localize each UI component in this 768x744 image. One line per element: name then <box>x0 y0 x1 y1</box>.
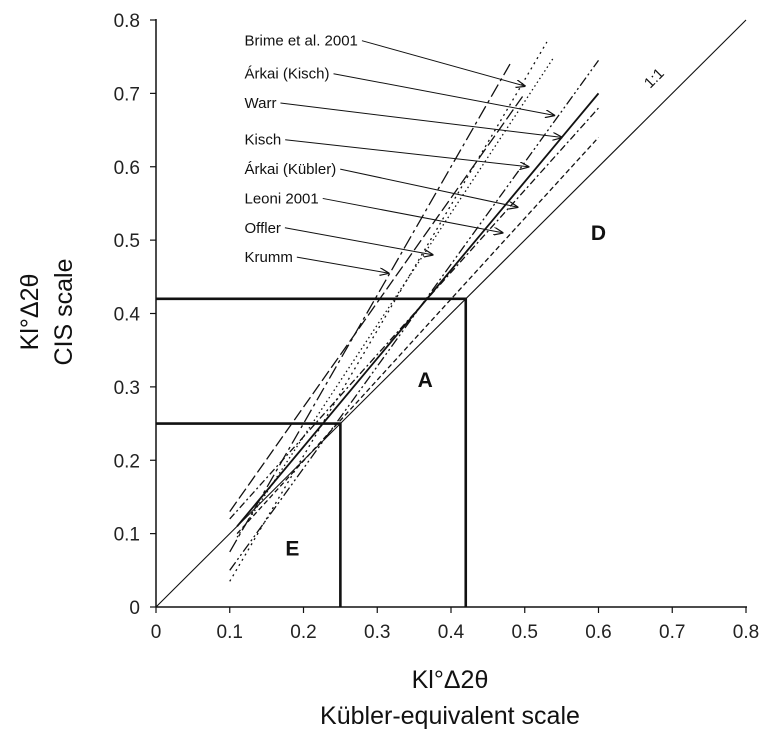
y-tick-label: 0.7 <box>114 84 140 105</box>
series-label: Brime et al. 2001 <box>245 33 358 50</box>
region-label: A <box>418 369 433 392</box>
x-tick-label: 0.7 <box>659 622 685 643</box>
y-tick-label: 0.1 <box>114 525 140 546</box>
y-tick-label: 0 <box>129 598 140 619</box>
y-tick-label: 0.3 <box>114 378 140 399</box>
x-axis-title-line1: Kl°Δ2θ <box>412 666 489 694</box>
y-tick-label: 0.5 <box>114 231 140 252</box>
x-tick-label: 0.4 <box>438 622 465 643</box>
x-tick-label: 0.8 <box>733 622 759 643</box>
series-label: Árkai (Kübler) <box>245 161 337 178</box>
zone-boundary-0 <box>156 297 468 607</box>
series-arrow <box>340 168 517 207</box>
series-line <box>229 93 526 512</box>
y-axis-title-line1: Kl°Δ2θ <box>16 274 44 351</box>
series-line <box>229 107 599 520</box>
y-axis-title-line2: CIS scale <box>50 259 78 366</box>
series-arrow <box>333 73 555 116</box>
series-arrow <box>285 139 528 167</box>
series-label: Offler <box>245 220 281 237</box>
series-label: Leoni 2001 <box>245 190 319 207</box>
series-arrow <box>280 102 561 137</box>
one-to-one-label: 1:1 <box>641 65 668 92</box>
y-tick-label: 0.8 <box>114 11 140 32</box>
y-tick-label: 0.4 <box>114 305 141 326</box>
zone-boundary-1 <box>156 422 342 607</box>
y-tick-label: 0.2 <box>114 451 140 472</box>
x-tick-label: 0.5 <box>512 622 538 643</box>
series-line <box>229 59 600 571</box>
region-label: E <box>285 538 299 561</box>
series-arrow <box>361 40 525 86</box>
series-label: Kisch <box>245 132 282 149</box>
x-tick-label: 0.1 <box>217 622 243 643</box>
y-tick-label: 0.6 <box>114 158 140 179</box>
series-arrow <box>284 227 433 255</box>
x-tick-label: 0.2 <box>290 622 316 643</box>
series-label: Árkai (Kisch) <box>245 66 330 83</box>
plot-area: 1:1 Brime et al. 2001 Árkai (Kisch) Warr Kis… <box>155 19 747 608</box>
series-arrow <box>296 256 388 273</box>
axis-titles: Kl°Δ2θ Kübler-equivalent scale Kl°Δ2θ CI… <box>16 259 580 730</box>
x-axis-title-line2: Kübler-equivalent scale <box>320 702 580 730</box>
series-label: Warr <box>245 95 277 112</box>
x-tick-label: 0 <box>151 622 162 643</box>
series-line <box>229 63 511 553</box>
axes: 0 0.1 0.2 0.3 0.4 0.5 0.6 0.7 0.8 0 0.1 0.2 0.3 0.4 0.… <box>114 11 760 643</box>
series-label: Krumm <box>245 249 293 266</box>
x-tick-label: 0.6 <box>585 622 611 643</box>
one-to-one-line <box>155 19 747 608</box>
series-line <box>229 41 548 582</box>
region-label: D <box>591 222 606 245</box>
series-arrow <box>322 197 503 232</box>
x-tick-label: 0.3 <box>364 622 390 643</box>
series-line <box>236 56 555 538</box>
